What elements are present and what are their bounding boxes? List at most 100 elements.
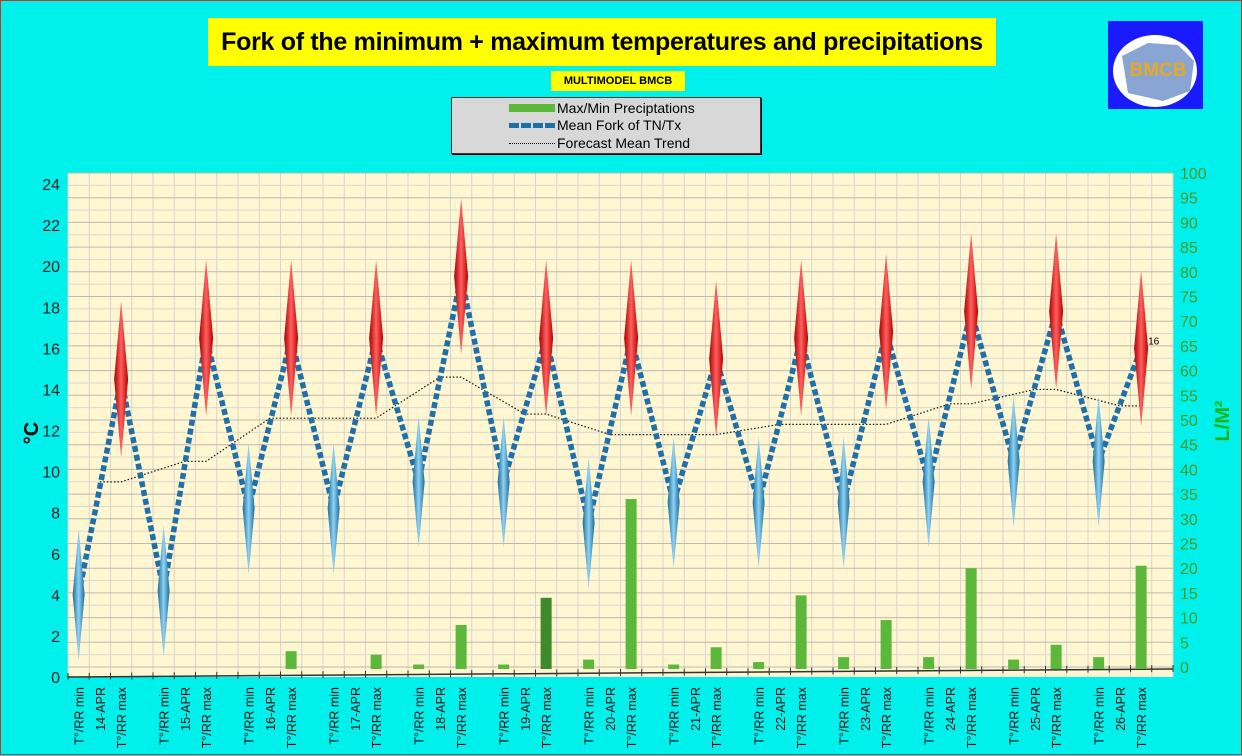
precip-bar-min [498, 664, 510, 669]
x-label-max: T°/RR max [625, 686, 639, 748]
last-value-label: 16 [1148, 336, 1160, 347]
precip-bar-max [625, 499, 637, 669]
y2-tick-label: 75 [1180, 290, 1198, 307]
max-temp-marker [709, 280, 724, 437]
x-label-date: 26-APR [1114, 687, 1128, 731]
chart-subtitle: MULTIMODEL BMCB [551, 71, 685, 91]
max-temp-marker [1049, 233, 1064, 390]
max-temp-marker [114, 301, 129, 458]
x-label-max: T°/RR max [710, 686, 724, 748]
precip-bar-max [710, 647, 722, 669]
precip-bar-max [455, 625, 467, 669]
x-label-max: T°/RR max [285, 686, 299, 748]
precip-bar-max [540, 597, 552, 669]
y-tick-label: 16 [42, 341, 60, 358]
y2-tick-label: 0 [1180, 660, 1189, 677]
y2-tick-label: 95 [1180, 191, 1198, 208]
y2-tick-label: 20 [1180, 561, 1198, 578]
max-temp-marker [964, 233, 979, 390]
x-label-min: T°/RR min [1008, 687, 1022, 745]
precip-bar-min [1008, 659, 1020, 669]
x-label-max: T°/RR max [965, 686, 979, 748]
min-temp-marker [497, 416, 510, 548]
y2-tick-label: 30 [1180, 512, 1198, 529]
max-temp-marker [879, 253, 894, 410]
x-label-date: 16-APR [264, 687, 278, 731]
y-tick-label: 8 [51, 506, 60, 523]
y2-axis-label: L/M² [1212, 400, 1234, 441]
max-temp-marker [199, 260, 214, 417]
y2-tick-label: 15 [1180, 586, 1198, 603]
x-label-max: T°/RR max [1050, 686, 1064, 748]
x-label-min: T°/RR min [838, 687, 852, 745]
legend-label: Max/Min Preciptations [557, 100, 695, 116]
x-label-date: 15-APR [179, 687, 193, 731]
min-temp-marker [1092, 395, 1105, 528]
x-label-min: T°/RR min [73, 687, 87, 745]
max-temp-marker [539, 260, 554, 417]
y2-tick-label: 80 [1180, 265, 1198, 282]
y2-tick-label: 100 [1180, 166, 1207, 183]
trend-line [99, 376, 1142, 483]
max-temp-marker [1134, 270, 1149, 427]
x-label-min: T°/RR min [328, 687, 342, 745]
precip-bar-min [838, 657, 850, 669]
min-temp-marker [242, 442, 255, 575]
min-temp-marker [922, 416, 935, 548]
y2-tick-label: 60 [1180, 364, 1198, 381]
y2-tick-label: 50 [1180, 413, 1198, 430]
precip-bar-max [1050, 644, 1062, 669]
y-tick-label: 12 [42, 424, 60, 441]
chart-title: Fork of the minimum + maximum temperatur… [208, 18, 996, 66]
y2-tick-label: 5 [1180, 635, 1189, 652]
max-temp-marker [369, 260, 384, 417]
precip-bar-min [1093, 657, 1105, 669]
x-label-date: 17-APR [349, 687, 363, 731]
max-temp-marker [284, 260, 299, 417]
min-temp-marker [837, 436, 850, 569]
legend-item-mean-fork: Mean Fork of TN/Tx [509, 116, 681, 134]
precip-bar-min [753, 662, 765, 669]
y-tick-label: 22 [42, 218, 60, 235]
precip-bar-min [413, 664, 425, 669]
x-label-max: T°/RR max [880, 686, 894, 748]
legend-item-precipitation: Max/Min Preciptations [509, 99, 695, 117]
y-tick-label: 18 [42, 300, 60, 317]
x-label-date: 14-APR [94, 687, 108, 731]
x-label-date: 19-APR [519, 687, 533, 731]
y2-tick-label: 10 [1180, 611, 1198, 628]
x-label-date: 23-APR [859, 687, 873, 731]
mean-fork-line [75, 275, 1144, 596]
max-temp-marker [454, 198, 469, 355]
y-tick-label: 6 [51, 547, 60, 564]
x-label-max: T°/RR max [455, 686, 469, 748]
precip-bar-max [285, 651, 297, 669]
mean-fork-swatch [509, 122, 555, 128]
min-temp-marker [157, 524, 170, 657]
min-temp-marker [582, 457, 595, 589]
precip-bar-max [880, 620, 892, 669]
min-temp-marker [327, 442, 340, 575]
precip-bar-max [965, 568, 977, 669]
x-label-min: T°/RR min [923, 687, 937, 745]
x-label-min: T°/RR min [583, 687, 597, 745]
min-temp-marker [667, 436, 680, 569]
x-label-min: T°/RR min [413, 687, 427, 745]
max-temp-marker [794, 260, 809, 417]
trend-swatch [509, 142, 555, 144]
max-temp-marker [624, 260, 639, 417]
x-label-max: T°/RR max [370, 686, 384, 748]
precipitation-swatch [509, 104, 555, 112]
bmcb-logo: BMCB [1108, 21, 1203, 109]
x-label-date: 22-APR [774, 687, 788, 731]
y-tick-label: 0 [51, 670, 60, 687]
precip-bar-max [370, 654, 382, 669]
min-temp-marker [1007, 395, 1020, 528]
precip-bar-min [668, 664, 680, 669]
x-label-date: 25-APR [1029, 687, 1043, 731]
y-axis-label: °C [21, 422, 43, 444]
x-label-min: T°/RR min [498, 687, 512, 745]
y2-tick-label: 65 [1180, 339, 1198, 356]
x-label-date: 21-APR [689, 687, 703, 731]
